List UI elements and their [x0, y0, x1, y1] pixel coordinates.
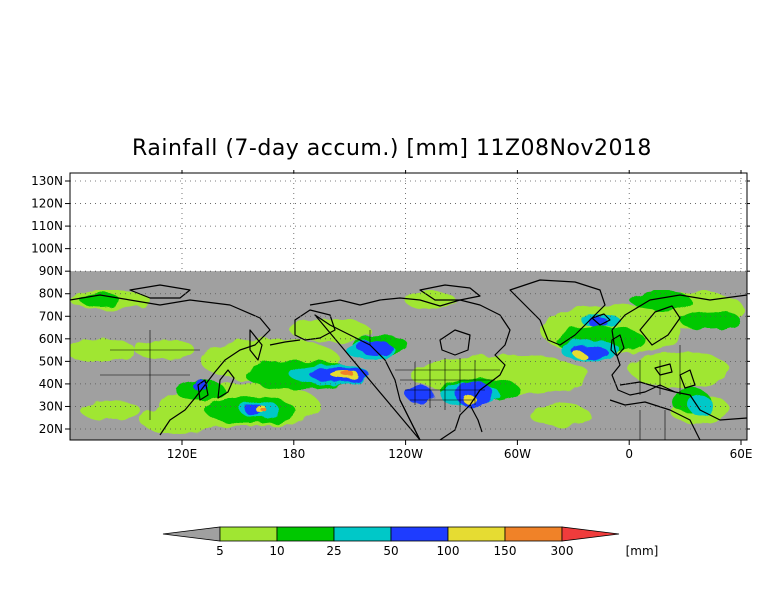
lat-tick-label: 90N — [39, 264, 63, 278]
lat-tick-label: 80N — [39, 287, 63, 301]
colorbar-level-label: 150 — [494, 544, 517, 558]
lon-tick-label: 120W — [388, 447, 423, 461]
political-borders — [100, 330, 681, 440]
lon-tick-label: 180 — [282, 447, 305, 461]
colorbar-level-label: 50 — [383, 544, 398, 558]
map-frame — [69, 172, 748, 441]
colorbar-box — [390, 526, 449, 542]
colorbar-high-triangle — [561, 526, 620, 542]
lon-tick-label: 0 — [625, 447, 633, 461]
colorbar-unit: [mm] — [626, 544, 659, 558]
rain-100-150mm — [257, 352, 586, 414]
lat-tick-label: 20N — [39, 422, 63, 436]
lat-tick-label: 110N — [31, 219, 63, 233]
coastlines — [70, 279, 747, 440]
rainfall-field — [70, 290, 745, 434]
map-title: Rainfall (7-day accum.) [mm] 11Z08Nov201… — [132, 136, 652, 161]
colorbar-level-label: 100 — [437, 544, 460, 558]
lat-tick-label: 60N — [39, 332, 63, 346]
latitude-axis: 130N 120N 110N 100N 90N 80N 70N 60N 50N 40N 30N 20N — [31, 174, 750, 436]
colorbar-level-label: 10 — [269, 544, 284, 558]
colorbar-box — [276, 526, 335, 542]
lat-tick-label: 130N — [31, 174, 63, 188]
lon-tick-label: 60W — [504, 447, 531, 461]
lon-tick-label: 60E — [730, 447, 753, 461]
colorbar-box — [333, 526, 392, 542]
lat-tick-label: 50N — [39, 354, 63, 368]
lat-tick-label: 40N — [39, 377, 63, 391]
colorbar-box — [447, 526, 506, 542]
map-plot-area: 130N 120N 110N 100N 90N 80N 70N 60N 50N 40N 30N 20N… — [31, 170, 752, 461]
colorbar-level-label: 5 — [216, 544, 224, 558]
longitude-axis: 120E 180 120W 60W 0 60E — [167, 170, 753, 461]
lat-tick-label: 30N — [39, 399, 63, 413]
colorbar-box — [219, 526, 278, 542]
lon-tick-label: 120E — [167, 447, 198, 461]
colorbar-low-triangle — [162, 526, 221, 542]
lat-tick-label: 100N — [31, 242, 63, 256]
colorbar-level-label: 25 — [326, 544, 341, 558]
lat-tick-label: 70N — [39, 309, 63, 323]
lat-tick-label: 120N — [31, 197, 63, 211]
colorbar: 5 10 25 50 100 150 300 [mm] — [162, 526, 659, 558]
rain-150-300mm — [262, 371, 354, 413]
colorbar-box — [504, 526, 563, 542]
colorbar-level-label: 300 — [551, 544, 574, 558]
